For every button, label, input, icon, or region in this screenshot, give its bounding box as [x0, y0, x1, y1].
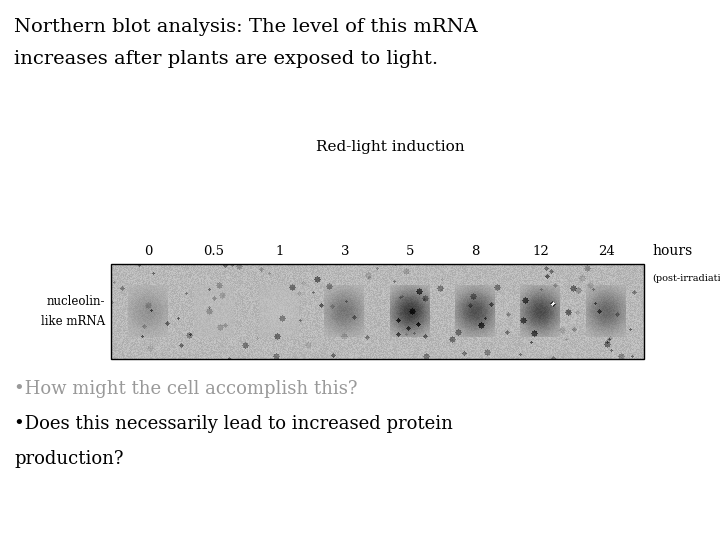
Text: Red-light induction: Red-light induction — [315, 140, 464, 154]
Text: 12: 12 — [533, 245, 549, 258]
Text: 8: 8 — [472, 245, 480, 258]
Text: •How might the cell accomplish this?: •How might the cell accomplish this? — [14, 380, 358, 398]
Text: (post-irradiation): (post-irradiation) — [652, 274, 720, 283]
Text: •Does this necessarily lead to increased protein: •Does this necessarily lead to increased… — [14, 415, 453, 433]
Text: 0.5: 0.5 — [204, 245, 225, 258]
Text: like mRNA: like mRNA — [41, 315, 105, 328]
Text: 0: 0 — [145, 245, 153, 258]
Text: 5: 5 — [406, 245, 415, 258]
Text: increases after plants are exposed to light.: increases after plants are exposed to li… — [14, 50, 438, 68]
Text: 3: 3 — [341, 245, 349, 258]
Text: 24: 24 — [598, 245, 615, 258]
Text: nucleolin-: nucleolin- — [47, 295, 105, 308]
Text: Northern blot analysis: The level of this mRNA: Northern blot analysis: The level of thi… — [14, 18, 478, 36]
Text: 1: 1 — [275, 245, 284, 258]
Bar — [111, 264, 644, 359]
Text: production?: production? — [14, 450, 124, 468]
Text: hours: hours — [652, 244, 692, 258]
